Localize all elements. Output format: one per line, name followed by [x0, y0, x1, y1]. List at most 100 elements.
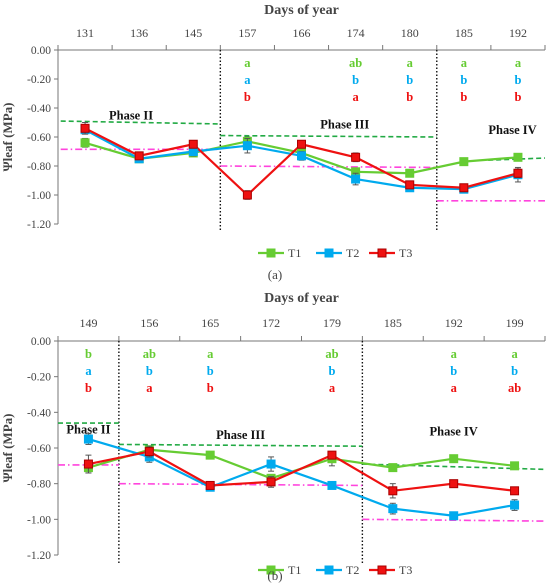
data-point-T3 [449, 479, 459, 489]
data-point-T1 [510, 461, 520, 471]
legend-marker-T3 [377, 565, 387, 575]
data-point-T1 [388, 463, 398, 473]
significance-letter: b [511, 364, 518, 378]
significance-letter: b [514, 73, 521, 87]
significance-letter: b [85, 347, 92, 361]
significance-letter: b [406, 73, 413, 87]
legend-label-T1: T1 [288, 246, 301, 260]
phase-label: Phase III [216, 428, 265, 442]
y-tick-label: -1.20 [27, 550, 51, 562]
x-tick-label: 149 [79, 316, 97, 330]
significance-letter: a [461, 56, 468, 70]
significance-letter: a [146, 381, 153, 395]
significance-letter: b [207, 381, 214, 395]
y-axis-label: Ψleaf (MPa) [0, 103, 15, 172]
significance-letter: b [85, 381, 92, 395]
significance-letter: b [460, 90, 467, 104]
legend-marker-T1 [266, 565, 276, 575]
significance-letter: a [407, 56, 414, 70]
x-tick-label: 172 [262, 316, 280, 330]
significance-letter: b [207, 364, 214, 378]
y-tick-label: -0.80 [27, 479, 51, 491]
y-tick-label: 0.00 [31, 336, 51, 348]
x-tick-label: 157 [238, 26, 256, 40]
phase-label: Phase III [320, 117, 369, 131]
legend-marker-T3 [377, 248, 387, 258]
series-line-T3 [84, 127, 519, 197]
data-point-T1 [405, 168, 415, 178]
data-point-T2 [327, 480, 337, 490]
significance-letter: ab [325, 347, 338, 361]
significance-letter: a [244, 73, 251, 87]
panel-label: (a) [268, 267, 282, 282]
data-point-T3 [205, 480, 215, 490]
data-point-T3 [351, 152, 361, 162]
y-axis-label: Ψleaf (MPa) [0, 414, 15, 483]
y-tick-label: -0.20 [27, 74, 51, 86]
y-tick-label: -0.80 [27, 161, 51, 173]
data-point-T2 [388, 504, 398, 514]
data-point-T3 [327, 450, 337, 460]
x-tick-label: 166 [293, 26, 311, 40]
phase-label: Phase IV [488, 123, 536, 137]
top-axis-title: Days of year [264, 291, 339, 306]
y-tick-label: -1.00 [27, 514, 51, 526]
data-point-T3 [297, 139, 306, 149]
significance-letter: ab [349, 56, 362, 70]
data-point-T3 [80, 123, 90, 133]
legend-marker-T2 [324, 565, 334, 575]
data-point-T1 [80, 138, 90, 148]
data-point-T3 [83, 459, 93, 469]
x-tick-label: 185 [384, 316, 402, 330]
legend-marker-T1 [266, 248, 276, 258]
significance-letter: b [352, 73, 359, 87]
data-point-T1 [513, 152, 523, 162]
significance-letter: ab [508, 381, 521, 395]
series-line-T2 [88, 438, 515, 517]
significance-letter: b [514, 90, 521, 104]
significance-letter: b [460, 73, 467, 87]
legend-label-T2: T2 [346, 563, 359, 577]
significance-letter: a [511, 347, 518, 361]
y-tick-label: -1.00 [27, 190, 51, 202]
x-tick-label: 199 [506, 316, 524, 330]
significance-letter: b [406, 90, 413, 104]
data-point-T2 [266, 459, 276, 469]
data-point-T3 [513, 168, 523, 178]
chart-panel-2: Days of year 149 156 165 172 179 185 192 199 0.00… [0, 291, 546, 583]
phase-label: Phase IV [430, 425, 478, 439]
threshold-line [220, 134, 437, 138]
significance-letter: a [451, 347, 458, 361]
data-point-T1 [459, 157, 469, 167]
y-tick-label: -0.40 [27, 103, 51, 115]
data-point-T2 [297, 151, 306, 161]
threshold-line [60, 120, 221, 125]
x-tick-label: 156 [140, 316, 158, 330]
data-point-T2 [242, 141, 252, 151]
x-tick-label: 131 [76, 26, 94, 40]
significance-letter: a [85, 364, 92, 378]
chart-panel-1: Days of year 131 136 145 157 166 174 180 185 192 0… [0, 3, 546, 282]
y-tick-label: -0.40 [27, 407, 51, 419]
data-point-T3 [510, 486, 520, 496]
threshold-line [118, 443, 363, 448]
legend-label-T1: T1 [288, 563, 301, 577]
legend-label-T3: T3 [399, 246, 412, 260]
data-point-T3 [134, 151, 144, 161]
data-point-T2 [510, 500, 520, 510]
x-tick-label: 192 [445, 316, 463, 330]
data-point-T3 [405, 180, 415, 190]
data-point-T2 [351, 174, 361, 184]
x-tick-label: 145 [184, 26, 202, 40]
significance-letter: b [146, 364, 153, 378]
data-point-T3 [459, 183, 469, 193]
x-tick-label: 136 [130, 26, 148, 40]
significance-letter: ab [143, 347, 156, 361]
x-tick-label: 165 [201, 316, 219, 330]
top-axis-title: Days of year [264, 3, 339, 18]
significance-letter: a [207, 347, 214, 361]
x-tick-label: 174 [347, 26, 365, 40]
y-tick-label: -0.60 [27, 443, 51, 455]
legend-marker-T2 [324, 248, 334, 258]
